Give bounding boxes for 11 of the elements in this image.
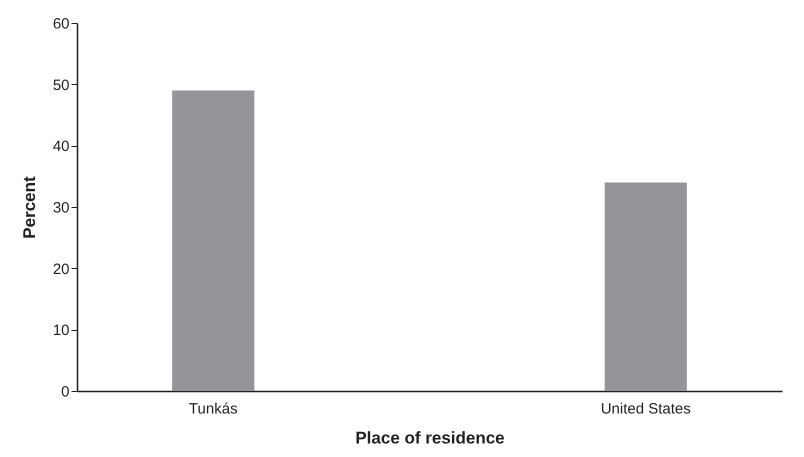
y-tick-label: 60 xyxy=(52,16,70,32)
y-tick-label: 20 xyxy=(52,260,70,278)
y-tick-label: 10 xyxy=(52,322,70,340)
y-tick-label: 40 xyxy=(52,138,70,156)
y-tick-label: 30 xyxy=(52,200,70,216)
x-axis-title: Place of residence xyxy=(355,428,505,448)
y-tick-label: 0 xyxy=(61,384,70,400)
y-tick-label: 50 xyxy=(52,76,70,94)
x-tick-label: Tunkás xyxy=(188,400,238,418)
y-axis-title: Percent xyxy=(20,176,39,239)
x-tick-label: United States xyxy=(600,400,691,418)
